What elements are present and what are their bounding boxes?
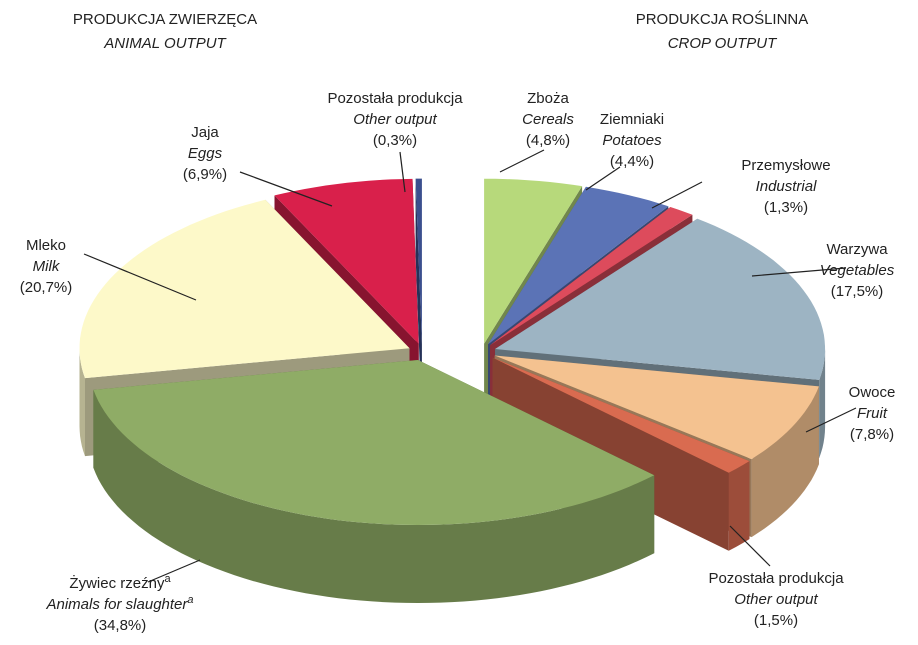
slice-name: Warzywa <box>826 241 888 258</box>
leader-line <box>83 253 197 301</box>
leader-line <box>399 151 406 193</box>
slice-name: Ziemniaki <box>600 111 664 128</box>
footnote-mark: a <box>164 573 171 585</box>
leader-line <box>147 559 201 583</box>
slice-label: Jaja <box>191 124 219 141</box>
slice-label-en: Animals for slaughtera <box>45 594 193 613</box>
slice-wall <box>819 349 826 458</box>
slice-name-en: Cereals <box>522 111 574 128</box>
slice-name-en: Eggs <box>188 145 223 162</box>
slice-side <box>415 178 422 422</box>
slice-wall <box>751 386 819 538</box>
slice-name-en: Other output <box>353 111 437 128</box>
slice <box>484 178 583 344</box>
leader-line <box>729 525 771 567</box>
slice-label: Pozostała produkcja <box>327 90 463 107</box>
slice-label: Ziemniaki <box>600 111 664 128</box>
footnote-mark: a <box>187 594 193 606</box>
value-label: (6,9%) <box>183 166 227 183</box>
slice-wall <box>79 348 85 457</box>
leader-line <box>585 166 621 191</box>
group-title: PRODUKCJA ZWIERZĘCA <box>73 11 257 28</box>
slice-label-en: Fruit <box>857 405 888 422</box>
slice-label: Zboża <box>527 90 569 107</box>
group-subtitle: CROP OUTPUT <box>668 35 778 52</box>
slice-wall <box>93 389 655 603</box>
slice-name-en: Vegetables <box>820 262 895 279</box>
leader-line <box>651 181 703 209</box>
leader-line <box>499 149 545 173</box>
group-title: PRODUKCJA ROŚLINNA <box>636 10 809 28</box>
leader-line <box>751 267 847 277</box>
slice-name-en: Industrial <box>756 178 818 195</box>
value-label: (4,4%) <box>610 153 654 170</box>
slice-name: Pozostała produkcja <box>327 90 463 107</box>
slice-label: Żywiec rzeźnya <box>69 573 171 592</box>
slice-name: Mleko <box>26 237 66 254</box>
leader-line <box>805 407 857 433</box>
slice <box>415 178 422 344</box>
slice-label: Przemysłowe <box>741 157 830 174</box>
slice-name: Pozostała produkcja <box>708 570 844 587</box>
value-label: (34,8%) <box>94 617 147 634</box>
slice-name: Żywiec rzeźny <box>69 574 165 592</box>
slice-name: Przemysłowe <box>741 157 830 174</box>
slice-label: Owoce <box>849 384 896 401</box>
value-label: (7,8%) <box>850 426 894 443</box>
slice <box>492 357 750 473</box>
slice <box>79 199 410 379</box>
slice-label-en: Other output <box>734 591 818 608</box>
slice-label-en: Industrial <box>756 178 818 195</box>
slice-name-en: Potatoes <box>602 132 662 149</box>
value-label: (0,3%) <box>373 132 417 149</box>
slice-label-en: Cereals <box>522 111 574 128</box>
value-label: (17,5%) <box>831 283 884 300</box>
group-subtitle: ANIMAL OUTPUT <box>103 35 227 52</box>
leader-line <box>239 171 333 207</box>
slice-label: Warzywa <box>826 241 888 258</box>
slice-name-en: Animals for slaughter <box>45 596 188 613</box>
slice-label-en: Potatoes <box>602 132 662 149</box>
slice <box>494 355 819 460</box>
slice-name-en: Other output <box>734 591 818 608</box>
slice <box>490 207 693 346</box>
slice-wall <box>728 461 750 551</box>
slice-name: Zboża <box>527 90 569 107</box>
slice-name: Jaja <box>191 124 219 141</box>
slice <box>93 360 655 525</box>
slice-name: Owoce <box>849 384 896 401</box>
value-label: (20,7%) <box>20 279 73 296</box>
value-label: (4,8%) <box>526 132 570 149</box>
value-label: (1,5%) <box>754 612 798 629</box>
slice-label: Mleko <box>26 237 66 254</box>
slice-name-en: Fruit <box>857 405 888 422</box>
value-label: (1,3%) <box>764 199 808 216</box>
slice <box>488 186 669 345</box>
slice <box>274 178 419 344</box>
slice-label-en: Vegetables <box>820 262 895 279</box>
slice <box>495 218 826 380</box>
slice-label-en: Milk <box>33 258 61 275</box>
slice-label-en: Other output <box>353 111 437 128</box>
slice-name-en: Milk <box>33 258 61 275</box>
slice-label: Pozostała produkcja <box>708 570 844 587</box>
slice-label-en: Eggs <box>188 145 223 162</box>
